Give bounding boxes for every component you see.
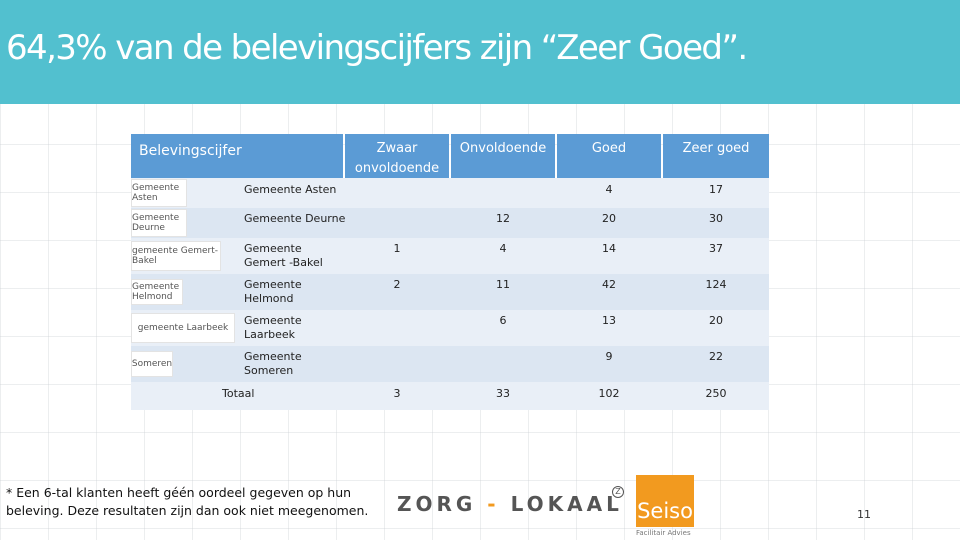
header-belevingscijfer: Belevingscijfer (131, 134, 343, 178)
cell-value: 20 (709, 314, 723, 327)
logo-asten: Gemeente Asten (131, 179, 187, 207)
cell-value: 124 (705, 278, 727, 291)
cell-value: 11 (496, 278, 510, 291)
cell-value: 4 (499, 242, 507, 255)
table-row-bg (131, 178, 769, 208)
footnote: * Een 6-tal klanten heeft géén oordeel g… (6, 485, 369, 518)
logo-helmond: Gemeente Helmond (131, 279, 183, 305)
row-label-helmond: Gemeente Helmond (244, 278, 302, 305)
cell-value: 37 (709, 242, 723, 255)
cell-value: 2 (393, 278, 401, 291)
title-bar: 64,3% van de belevingscijfers zijn “Zeer… (0, 0, 960, 104)
slide-title: 64,3% van de belevingscijfers zijn “Zeer… (6, 28, 748, 68)
table-row-bg (131, 274, 769, 310)
cell-value: 9 (605, 350, 613, 363)
logo-gemert-bakel: gemeente Gemert-Bakel (131, 241, 221, 271)
cell-value: 6 (499, 314, 507, 327)
table-row-bg (131, 238, 769, 274)
cell-value: 20 (602, 212, 616, 225)
seiso-logo: Seiso (636, 475, 694, 527)
row-label-laarbeek: Gemeente Laarbeek (244, 314, 302, 341)
seiso-tagline: Facilitair Advies (636, 529, 691, 537)
brand-lokaal: LOKAAL (510, 492, 623, 516)
page-number: 11 (857, 508, 871, 521)
total-value: 3 (393, 387, 401, 400)
cell-value: 22 (709, 350, 723, 363)
table-row-bg (131, 310, 769, 346)
header-goed: Goed (557, 134, 661, 178)
header-zwaar-onvoldoende: Zwaar onvoldoende (345, 134, 449, 178)
zorg-lokaal-logo: ZORG - LOKAAL (397, 492, 623, 516)
logo-deurne: Gemeente Deurne (131, 209, 187, 237)
zorg-lokaal-mark-icon: Z (612, 486, 624, 498)
row-label-deurne: Gemeente Deurne (244, 212, 346, 225)
header-onvoldoende: Onvoldoende (451, 134, 555, 178)
cell-value: 42 (602, 278, 616, 291)
row-label-totaal: Totaal (222, 387, 255, 400)
logo-laarbeek: gemeente Laarbeek (131, 313, 235, 343)
logo-someren: Someren (131, 351, 173, 377)
total-value: 102 (598, 387, 620, 400)
cell-value: 1 (393, 242, 401, 255)
cell-value: 17 (709, 183, 723, 196)
cell-value: 14 (602, 242, 616, 255)
header-zeer-goed: Zeer goed (663, 134, 769, 178)
cell-value: 12 (496, 212, 510, 225)
table-row-bg (131, 208, 769, 238)
total-value: 33 (496, 387, 510, 400)
row-label-someren: Gemeente Someren (244, 350, 302, 377)
total-value: 250 (705, 387, 727, 400)
brand-dot: - (487, 492, 500, 516)
table-row-bg (131, 382, 769, 410)
table-row-bg (131, 346, 769, 382)
cell-value: 30 (709, 212, 723, 225)
cell-value: 13 (602, 314, 616, 327)
row-label-gemert-bakel: Gemeente Gemert -Bakel (244, 242, 323, 269)
row-label-asten: Gemeente Asten (244, 183, 337, 196)
cell-value: 4 (605, 183, 613, 196)
brand-zorg: ZORG (397, 492, 477, 516)
